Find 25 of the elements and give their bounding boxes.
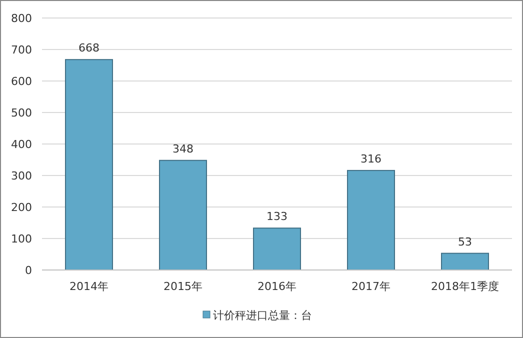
x-tick-label: 2016年 — [258, 280, 296, 293]
y-tick-label: 200 — [11, 201, 32, 214]
data-label: 53 — [458, 235, 472, 248]
bar — [159, 160, 207, 270]
bar — [253, 228, 301, 270]
x-tick-label: 2015年 — [164, 280, 202, 293]
y-tick-label: 800 — [11, 12, 32, 25]
y-tick-label: 100 — [11, 232, 32, 246]
x-tick-label: 2014年 — [70, 280, 108, 293]
y-tick-label: 500 — [11, 106, 32, 120]
legend-label: 计价秤进口总量：台 — [213, 309, 312, 322]
data-label: 348 — [172, 142, 194, 156]
y-tick-label: 400 — [11, 138, 32, 151]
x-tick-label: 2018年1季度 — [431, 280, 499, 293]
bar — [441, 252, 489, 270]
bar — [347, 170, 395, 270]
x-tick-label: 2017年 — [352, 280, 390, 293]
data-label: 316 — [360, 152, 382, 166]
bar — [65, 59, 113, 270]
data-label: 668 — [78, 42, 100, 55]
y-tick-label: 300 — [11, 170, 32, 182]
y-tick-label: 0 — [25, 264, 32, 277]
data-label: 133 — [266, 210, 288, 224]
y-tick-label: 600 — [11, 75, 32, 88]
y-tick-label: 700 — [11, 44, 32, 56]
